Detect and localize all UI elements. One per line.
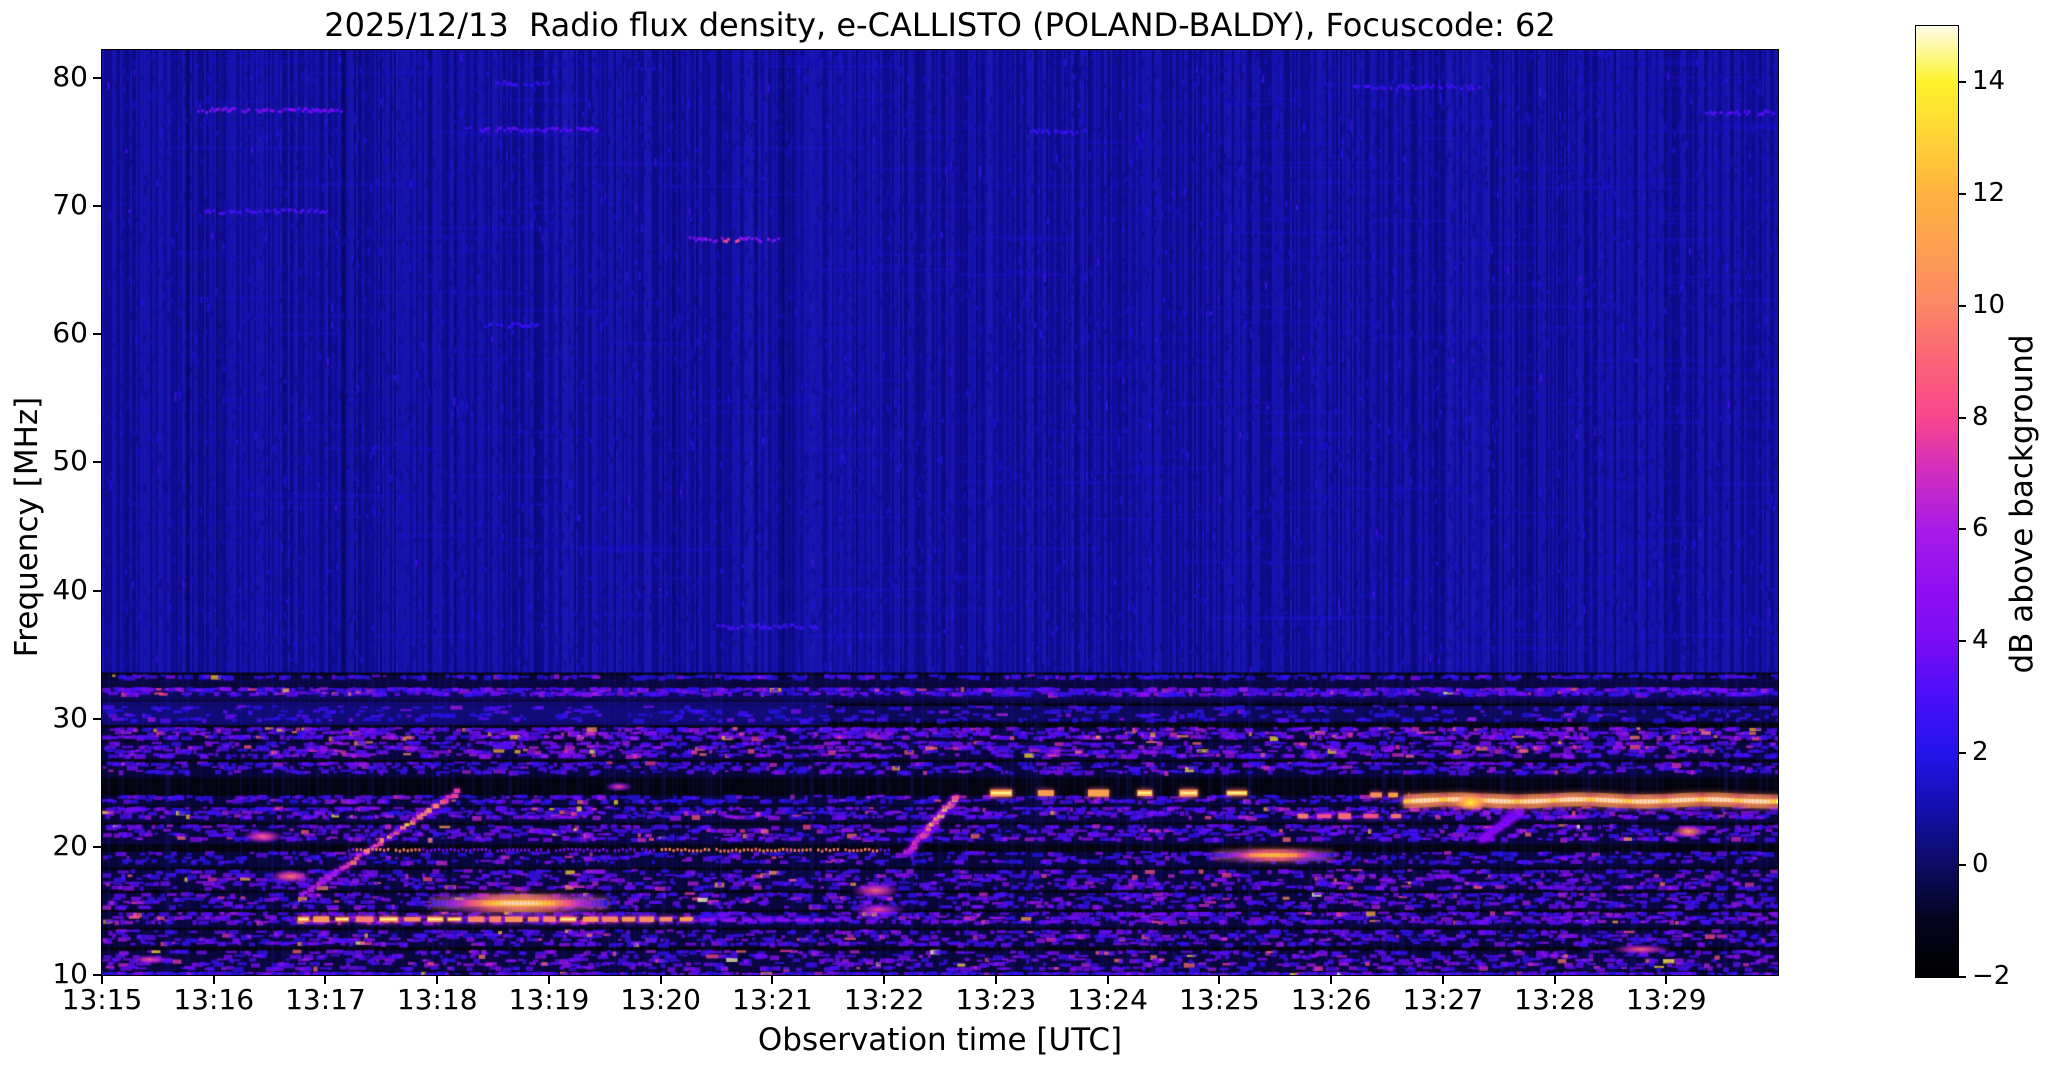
y-tick-label: 40 — [52, 572, 88, 606]
y-tick-label: 70 — [52, 188, 88, 222]
colorbar-label: dB above background — [2004, 334, 2040, 674]
x-tick-label: 13:15 — [61, 983, 143, 1016]
spectrogram-heatmap — [102, 50, 1778, 975]
x-tick-label: 13:27 — [1402, 983, 1484, 1016]
x-tick-label: 13:19 — [508, 983, 590, 1016]
x-axis-label: Observation time [UTC] — [757, 1022, 1123, 1058]
x-tick-mark — [1330, 975, 1333, 984]
x-tick-mark — [1441, 975, 1444, 984]
x-tick-label: 13:29 — [1625, 983, 1707, 1016]
x-tick-mark — [436, 975, 439, 984]
colorbar-tick-mark — [1958, 192, 1966, 195]
y-tick-mark — [93, 461, 102, 464]
x-tick-mark — [101, 975, 103, 984]
x-tick-label: 13:18 — [396, 983, 478, 1016]
y-tick-mark — [93, 77, 102, 80]
colorbar-tick-mark — [1958, 640, 1966, 643]
colorbar-tick-label: 14 — [1972, 65, 2006, 96]
y-tick-label: 20 — [52, 828, 88, 862]
x-tick-mark — [1218, 975, 1221, 984]
colorbar-tick-label: 6 — [1972, 513, 1989, 544]
y-tick-label: 30 — [52, 700, 88, 734]
colorbar-tick-label: 12 — [1972, 177, 2006, 208]
x-tick-label: 13:17 — [285, 983, 366, 1016]
colorbar-tick-label: 8 — [1972, 401, 1989, 432]
colorbar-tick-mark — [1958, 304, 1966, 307]
colorbar-tick-mark — [1958, 864, 1966, 867]
colorbar-tick-label: 2 — [1972, 737, 1989, 768]
x-tick-mark — [994, 975, 997, 984]
y-tick-mark — [93, 333, 102, 336]
x-tick-mark — [1665, 975, 1668, 984]
colorbar-tick-label: 0 — [1972, 849, 1989, 880]
plot-title: 2025/12/13 Radio flux density, e-CALLIST… — [324, 6, 1556, 44]
x-tick-label: 13:22 — [843, 983, 925, 1016]
x-tick-mark — [547, 975, 550, 984]
y-tick-mark — [93, 205, 102, 208]
colorbar-tick-label: 10 — [1972, 289, 2006, 320]
y-tick-label: 60 — [52, 316, 88, 350]
x-tick-mark — [659, 975, 662, 984]
colorbar-border — [1915, 25, 1959, 978]
x-tick-label: 13:23 — [955, 983, 1037, 1016]
colorbar-gradient — [1916, 26, 1958, 977]
y-tick-mark — [93, 974, 102, 976]
x-tick-mark — [1553, 975, 1556, 984]
x-tick-mark — [883, 975, 886, 984]
colorbar-tick-mark — [1958, 752, 1966, 755]
x-tick-label: 13:28 — [1514, 983, 1595, 1016]
x-tick-label: 13:26 — [1290, 983, 1372, 1016]
y-tick-mark — [93, 589, 102, 592]
x-tick-mark — [771, 975, 774, 984]
colorbar-tick-mark — [1958, 416, 1966, 419]
x-tick-mark — [324, 975, 327, 984]
x-tick-mark — [212, 975, 215, 984]
colorbar-tick-mark — [1958, 80, 1966, 83]
x-tick-label: 13:20 — [620, 983, 701, 1016]
colorbar-tick-mark — [1958, 976, 1966, 978]
y-tick-label: 50 — [52, 444, 88, 478]
colorbar-tick-label: −2 — [1972, 961, 2011, 991]
x-tick-label: 13:25 — [1178, 983, 1260, 1016]
x-tick-mark — [1106, 975, 1109, 984]
x-tick-label: 13:24 — [1067, 983, 1148, 1016]
y-tick-mark — [93, 845, 102, 848]
y-tick-label: 80 — [52, 60, 88, 94]
y-tick-mark — [93, 717, 102, 720]
colorbar-tick-mark — [1958, 528, 1966, 531]
colorbar-tick-label: 4 — [1972, 625, 1989, 656]
x-tick-label: 13:16 — [173, 983, 255, 1016]
y-tick-label: 10 — [52, 957, 88, 990]
x-tick-label: 13:21 — [732, 983, 813, 1016]
